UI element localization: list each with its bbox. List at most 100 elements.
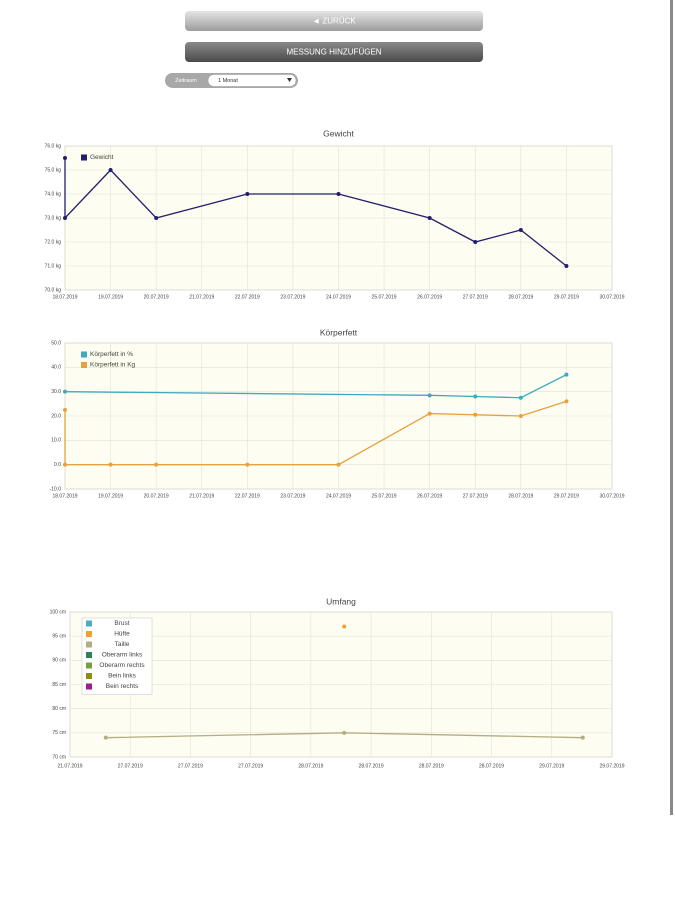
y-tick-label: 100 cm (50, 609, 66, 615)
data-point (342, 624, 347, 629)
y-tick-label: 10.0 (51, 438, 61, 444)
data-point (63, 407, 67, 412)
data-point (342, 730, 347, 735)
chart-title: Umfang (326, 596, 356, 606)
add-button-bg (185, 42, 483, 62)
data-point (473, 240, 478, 244)
x-tick-label: 27.07.2019 (178, 763, 203, 769)
x-tick-label: 29.07.2019 (554, 493, 579, 499)
x-tick-label: 26.07.2019 (417, 294, 442, 300)
legend-swatch (86, 673, 92, 679)
filter-label: Zeitraum (175, 78, 197, 84)
y-tick-label: 0.0 (54, 462, 61, 468)
data-point (108, 168, 113, 172)
period-filter[interactable]: Zeitraum 1 Monat (165, 73, 298, 88)
data-point (63, 216, 67, 220)
chart-title: Körperfett (320, 327, 358, 337)
dropdown-arrow (287, 78, 292, 82)
x-tick-label: 21.07.2019 (189, 294, 214, 300)
data-point (103, 735, 108, 740)
x-tick-label: 28.07.2019 (298, 763, 323, 769)
x-tick-label: 21.07.2019 (189, 493, 214, 499)
data-point (518, 228, 523, 232)
chart-title: Gewicht (323, 128, 354, 138)
y-tick-label: 70 cm (52, 754, 66, 760)
legend-swatch (86, 620, 92, 627)
data-point (245, 462, 250, 467)
x-tick-label: 22.07.2019 (235, 294, 260, 300)
data-point (427, 216, 432, 220)
x-tick-label: 29.07.2019 (554, 294, 579, 300)
y-tick-label: -10.0 (50, 486, 62, 492)
y-tick-label: 20.0 (51, 413, 61, 419)
legend-swatch (81, 154, 87, 161)
legend-label: Körperfett in Kg (90, 362, 136, 369)
data-point (336, 192, 341, 196)
y-tick-label: 76.0 kg (45, 143, 62, 149)
legend-label: Oberarm rechts (99, 662, 145, 669)
legend-label: Körperfett in % (90, 351, 133, 358)
data-point (336, 462, 341, 467)
x-tick-label: 26.07.2019 (417, 493, 442, 499)
data-point (564, 372, 569, 377)
add-button-label: MESSUNG HINZUFÜGEN (286, 48, 381, 57)
x-tick-label: 27.07.2019 (463, 493, 488, 499)
x-tick-label: 18.07.2019 (52, 294, 77, 300)
legend-label: Bein rechts (106, 683, 139, 690)
y-tick-label: 74.0 kg (45, 191, 62, 197)
x-tick-label: 21.07.2019 (57, 763, 82, 769)
data-point (518, 414, 523, 418)
x-tick-label: 28.07.2019 (508, 493, 533, 499)
y-tick-label: 95 cm (52, 633, 66, 639)
data-point (63, 389, 67, 394)
x-tick-label: 19.07.2019 (98, 294, 123, 300)
y-tick-label: 73.0 kg (45, 215, 62, 221)
legend-label: Hüfte (114, 631, 130, 638)
x-tick-label: 24.07.2019 (326, 294, 351, 300)
legend-label: Gewicht (90, 154, 114, 161)
x-tick-label: 28.07.2019 (359, 763, 384, 769)
add-button[interactable]: MESSUNG HINZUFÜGEN (185, 42, 483, 62)
data-point (154, 462, 159, 467)
data-point (427, 393, 432, 398)
y-tick-label: 90 cm (52, 658, 66, 664)
x-tick-label: 28.07.2019 (419, 763, 444, 769)
data-point (564, 399, 569, 404)
y-tick-label: 50.0 (51, 340, 61, 346)
x-tick-label: 25.07.2019 (372, 493, 397, 499)
y-tick-label: 70.0 kg (45, 287, 62, 293)
y-tick-label: 75.0 kg (45, 167, 62, 173)
legend-swatch (86, 631, 92, 637)
legend-swatch (86, 662, 92, 669)
filter-select[interactable] (207, 74, 297, 87)
data-point (473, 412, 478, 417)
data-point (518, 395, 523, 400)
back-button[interactable]: ◄ ZURÜCK (185, 11, 483, 31)
legend-label: Taille (115, 641, 130, 648)
data-point (580, 735, 585, 740)
data-point (427, 411, 432, 416)
legend-swatch (81, 351, 87, 358)
legend-label: Brust (114, 620, 129, 627)
y-tick-label: 40.0 (51, 365, 61, 371)
y-tick-label: 71.0 kg (45, 263, 62, 269)
series-line (64, 400, 567, 466)
x-tick-label: 20.07.2019 (144, 294, 169, 300)
data-point (154, 216, 159, 220)
x-tick-label: 20.07.2019 (144, 493, 169, 499)
y-tick-label: 80 cm (52, 706, 66, 712)
data-point (473, 394, 478, 399)
series-line (64, 158, 567, 267)
legend-swatch (86, 683, 92, 690)
legend-swatch (86, 652, 92, 658)
back-button-label: ◄ ZURÜCK (312, 17, 356, 26)
x-tick-label: 24.07.2019 (326, 493, 351, 499)
y-tick-label: 85 cm (52, 682, 66, 688)
data-point (63, 156, 67, 160)
x-tick-label: 18.07.2019 (52, 493, 77, 499)
scrollbar (670, 0, 673, 815)
x-tick-label: 27.07.2019 (238, 763, 263, 769)
x-tick-label: 27.07.2019 (118, 763, 143, 769)
x-tick-label: 19.07.2019 (98, 493, 123, 499)
